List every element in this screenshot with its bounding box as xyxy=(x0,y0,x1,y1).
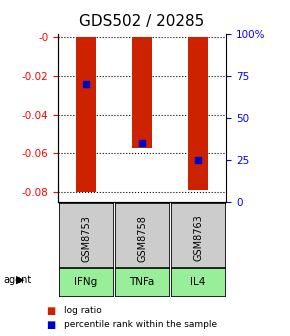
Text: GSM8763: GSM8763 xyxy=(193,215,203,261)
Point xyxy=(84,81,88,87)
Text: GDS502 / 20285: GDS502 / 20285 xyxy=(79,14,205,29)
Point xyxy=(196,157,200,162)
Text: IFNg: IFNg xyxy=(75,277,98,287)
Bar xyxy=(132,37,152,148)
Text: GSM8758: GSM8758 xyxy=(137,215,147,261)
Text: ■: ■ xyxy=(46,306,56,316)
Text: ■: ■ xyxy=(46,320,56,330)
Text: agent: agent xyxy=(3,275,31,285)
Text: log ratio: log ratio xyxy=(64,306,102,315)
Bar xyxy=(188,37,208,190)
Text: GSM8753: GSM8753 xyxy=(81,215,91,261)
Text: IL4: IL4 xyxy=(191,277,206,287)
Text: TNFa: TNFa xyxy=(129,277,155,287)
Bar xyxy=(76,37,96,192)
Text: percentile rank within the sample: percentile rank within the sample xyxy=(64,321,217,329)
Point xyxy=(140,140,144,145)
Text: ▶: ▶ xyxy=(16,275,24,285)
